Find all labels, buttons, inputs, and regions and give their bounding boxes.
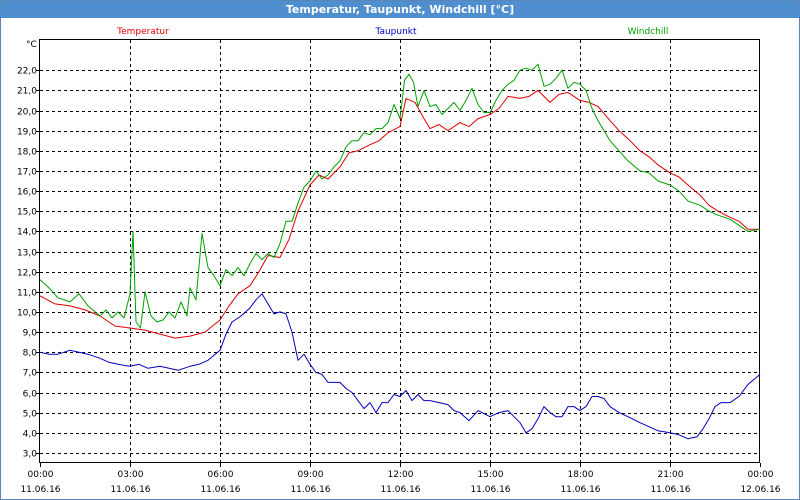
y-tick-label: 21,0 (17, 87, 37, 97)
x-tick-time-label: 00:00 (28, 470, 54, 480)
x-axis: 00:00 11.06.16 03:00 11.06.16 06:00 11.06.16 0… (20, 463, 781, 495)
x-tick-time-label: 06:00 (208, 470, 234, 480)
y-tick-label: 9,0 (23, 329, 38, 339)
y-tick-label: 3,0 (23, 450, 38, 460)
x-tick-time-label: 15:00 (478, 470, 504, 480)
x-tick-date-label: 11.06.16 (290, 485, 330, 495)
y-tick-label: 13,0 (17, 249, 37, 259)
y-tick-label: 7,0 (23, 369, 38, 379)
y-tick-label: 12,0 (17, 269, 37, 279)
x-tick-date-label: 11.06.16 (470, 485, 510, 495)
x-tick-time-label: 21:00 (658, 470, 684, 480)
plot-area (39, 39, 760, 463)
series-lines (39, 63, 761, 440)
y-tick-label: 8,0 (23, 349, 38, 359)
y-tick-label: 10,0 (17, 309, 37, 319)
y-tick-label: 11,0 (17, 289, 37, 299)
x-tick-time-label: 12:00 (388, 470, 414, 480)
legend: Temperatur Taupunkt Windchill (116, 27, 668, 37)
legend-entry-taupunkt: Taupunkt (374, 27, 417, 37)
y-tick-label: 22,0 (17, 67, 37, 77)
y-tick-label: 17,0 (17, 168, 37, 178)
x-tick-date-label: 11.06.16 (650, 485, 690, 495)
y-tick-label: 16,0 (17, 188, 37, 198)
y-tick-label: 19,0 (17, 128, 37, 138)
window-title: Temperatur, Taupunkt, Windchill [°C] (1, 1, 799, 18)
series-line-temperatur (39, 89, 760, 339)
y-tick-label: 4,0 (23, 430, 38, 440)
x-tick-time-label: 03:00 (118, 470, 144, 480)
grid (40, 40, 760, 463)
x-tick-date-label: 11.06.16 (200, 485, 240, 495)
x-tick-date-label: 11.06.16 (560, 485, 600, 495)
y-axis: 3,0 4,0 5,0 6,0 7,0 8,0 9,0 10,0 11,0 12,0 13,0 14,… (17, 67, 40, 460)
y-tick-label: 15,0 (17, 208, 37, 218)
x-tick-date-label: 11.06.16 (110, 485, 150, 495)
legend-entry-temperatur: Temperatur (116, 27, 169, 37)
x-tick-time-label: 09:00 (298, 470, 324, 480)
y-axis-unit: °C (26, 40, 37, 50)
x-tick-date-label: 11.06.16 (380, 485, 420, 495)
y-tick-label: 20,0 (17, 108, 37, 118)
series-line-windchill (39, 63, 761, 329)
x-tick-date-label: 12.06.16 (740, 485, 780, 495)
y-tick-label: 6,0 (23, 390, 38, 400)
x-tick-time-label: 00:00 (748, 470, 774, 480)
y-tick-label: 14,0 (17, 228, 37, 238)
x-tick-time-label: 18:00 (568, 470, 594, 480)
legend-entry-windchill: Windchill (628, 27, 669, 37)
x-tick-date-label: 11.06.16 (20, 485, 60, 495)
y-tick-label: 18,0 (17, 148, 37, 158)
series-line-taupunkt (39, 293, 761, 440)
y-tick-label: 5,0 (23, 410, 38, 420)
